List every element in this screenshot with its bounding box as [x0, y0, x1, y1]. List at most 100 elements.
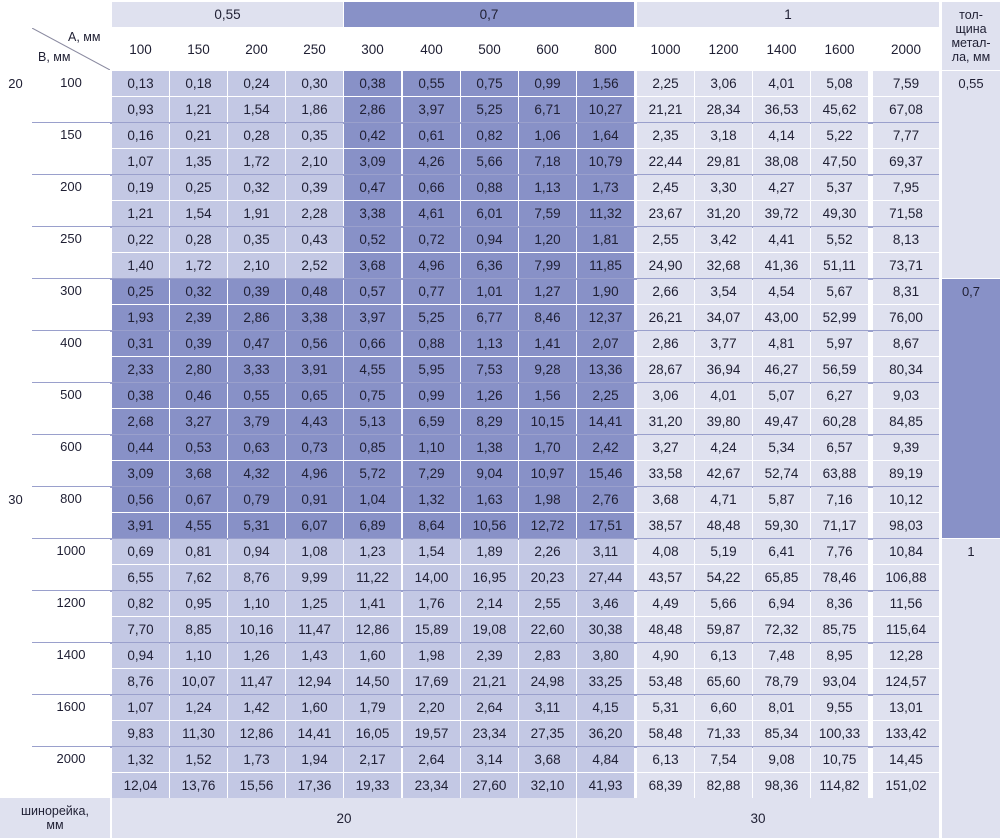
value-cell: 4,26 — [403, 149, 460, 174]
value-cell: 6,36 — [461, 253, 518, 278]
value-cell: 3,54 — [695, 279, 752, 304]
value-cell: 6,89 — [344, 513, 401, 538]
value-cell: 106,88 — [873, 565, 939, 590]
value-cell: 8,29 — [461, 409, 518, 434]
value-cell: 11,85 — [577, 253, 634, 278]
value-cell: 6,77 — [461, 305, 518, 330]
value-cell: 10,56 — [461, 513, 518, 538]
value-cell: 0,94 — [228, 539, 285, 564]
value-cell: 0,38 — [344, 71, 401, 96]
value-cell: 1,73 — [577, 175, 634, 200]
value-cell: 7,77 — [873, 123, 939, 148]
value-cell: 17,69 — [403, 669, 460, 694]
value-cell: 4,49 — [637, 591, 694, 616]
value-cell: 2,64 — [461, 695, 518, 720]
a-size-header: 1600 — [811, 28, 868, 70]
value-cell: 20,23 — [519, 565, 576, 590]
value-cell: 4,32 — [228, 461, 285, 486]
value-cell: 2,25 — [637, 71, 694, 96]
value-cell: 9,08 — [753, 747, 810, 772]
value-cell: 2,86 — [228, 305, 285, 330]
a-size-header: 800 — [577, 28, 634, 70]
value-cell: 0,66 — [344, 331, 401, 356]
value-cell: 5,13 — [344, 409, 401, 434]
value-cell: 0,24 — [228, 71, 285, 96]
value-cell: 1,27 — [519, 279, 576, 304]
value-cell: 3,30 — [695, 175, 752, 200]
value-cell: 0,82 — [461, 123, 518, 148]
value-cell: 9,39 — [873, 435, 939, 460]
value-cell: 11,32 — [577, 201, 634, 226]
value-cell: 78,79 — [753, 669, 810, 694]
value-cell: 5,31 — [637, 695, 694, 720]
value-cell: 24,90 — [637, 253, 694, 278]
value-cell: 1,07 — [112, 149, 169, 174]
value-cell: 1,54 — [228, 97, 285, 122]
value-cell: 31,20 — [637, 409, 694, 434]
value-cell: 6,27 — [811, 383, 868, 408]
thickness-group-header: 1 — [637, 2, 939, 27]
value-cell: 5,22 — [811, 123, 868, 148]
value-cell: 151,02 — [873, 773, 939, 798]
value-cell: 11,56 — [873, 591, 939, 616]
value-cell: 0,85 — [344, 435, 401, 460]
value-cell: 12,37 — [577, 305, 634, 330]
value-cell: 2,33 — [112, 357, 169, 382]
value-cell: 0,32 — [170, 279, 227, 304]
value-cell: 28,34 — [695, 97, 752, 122]
value-cell: 9,99 — [286, 565, 343, 590]
value-cell: 3,11 — [519, 695, 576, 720]
value-cell: 4,84 — [577, 747, 634, 772]
thickness-label: 1 — [942, 539, 1000, 798]
value-cell: 32,68 — [695, 253, 752, 278]
value-cell: 0,28 — [170, 227, 227, 252]
value-cell: 29,81 — [695, 149, 752, 174]
value-cell: 0,35 — [228, 227, 285, 252]
value-cell: 10,97 — [519, 461, 576, 486]
b-size-label: 300 — [32, 279, 110, 330]
value-cell: 0,88 — [461, 175, 518, 200]
value-cell: 8,36 — [811, 591, 868, 616]
value-cell: 24,98 — [519, 669, 576, 694]
value-cell: 2,42 — [577, 435, 634, 460]
value-cell: 3,14 — [461, 747, 518, 772]
value-cell: 3,68 — [170, 461, 227, 486]
thickness-column-header: тол- щина метал- ла, мм — [942, 2, 1000, 70]
value-cell: 11,30 — [170, 721, 227, 746]
value-cell: 3,79 — [228, 409, 285, 434]
value-cell: 3,46 — [577, 591, 634, 616]
value-cell: 114,82 — [811, 773, 868, 798]
value-cell: 11,22 — [344, 565, 401, 590]
value-cell: 1,26 — [228, 643, 285, 668]
b-size-label: 1200 — [32, 591, 110, 642]
value-cell: 7,29 — [403, 461, 460, 486]
value-cell: 1,38 — [461, 435, 518, 460]
value-cell: 12,28 — [873, 643, 939, 668]
value-cell: 53,48 — [637, 669, 694, 694]
rail-size-label: 30 — [0, 487, 31, 798]
value-cell: 1,24 — [170, 695, 227, 720]
value-cell: 0,81 — [170, 539, 227, 564]
value-cell: 2,07 — [577, 331, 634, 356]
value-cell: 19,08 — [461, 617, 518, 642]
value-cell: 7,53 — [461, 357, 518, 382]
value-cell: 39,80 — [695, 409, 752, 434]
value-cell: 4,27 — [753, 175, 810, 200]
thickness-group-header: 0,7 — [344, 2, 634, 27]
b-size-label: 400 — [32, 331, 110, 382]
value-cell: 7,48 — [753, 643, 810, 668]
value-cell: 11,47 — [228, 669, 285, 694]
value-cell: 0,56 — [112, 487, 169, 512]
value-cell: 0,69 — [112, 539, 169, 564]
b-size-label: 600 — [32, 435, 110, 486]
value-cell: 1,08 — [286, 539, 343, 564]
value-cell: 3,68 — [637, 487, 694, 512]
value-cell: 3,80 — [577, 643, 634, 668]
value-cell: 100,33 — [811, 721, 868, 746]
value-cell: 133,42 — [873, 721, 939, 746]
value-cell: 5,31 — [228, 513, 285, 538]
value-cell: 3,42 — [695, 227, 752, 252]
value-cell: 3,09 — [344, 149, 401, 174]
value-cell: 58,48 — [637, 721, 694, 746]
value-cell: 42,67 — [695, 461, 752, 486]
